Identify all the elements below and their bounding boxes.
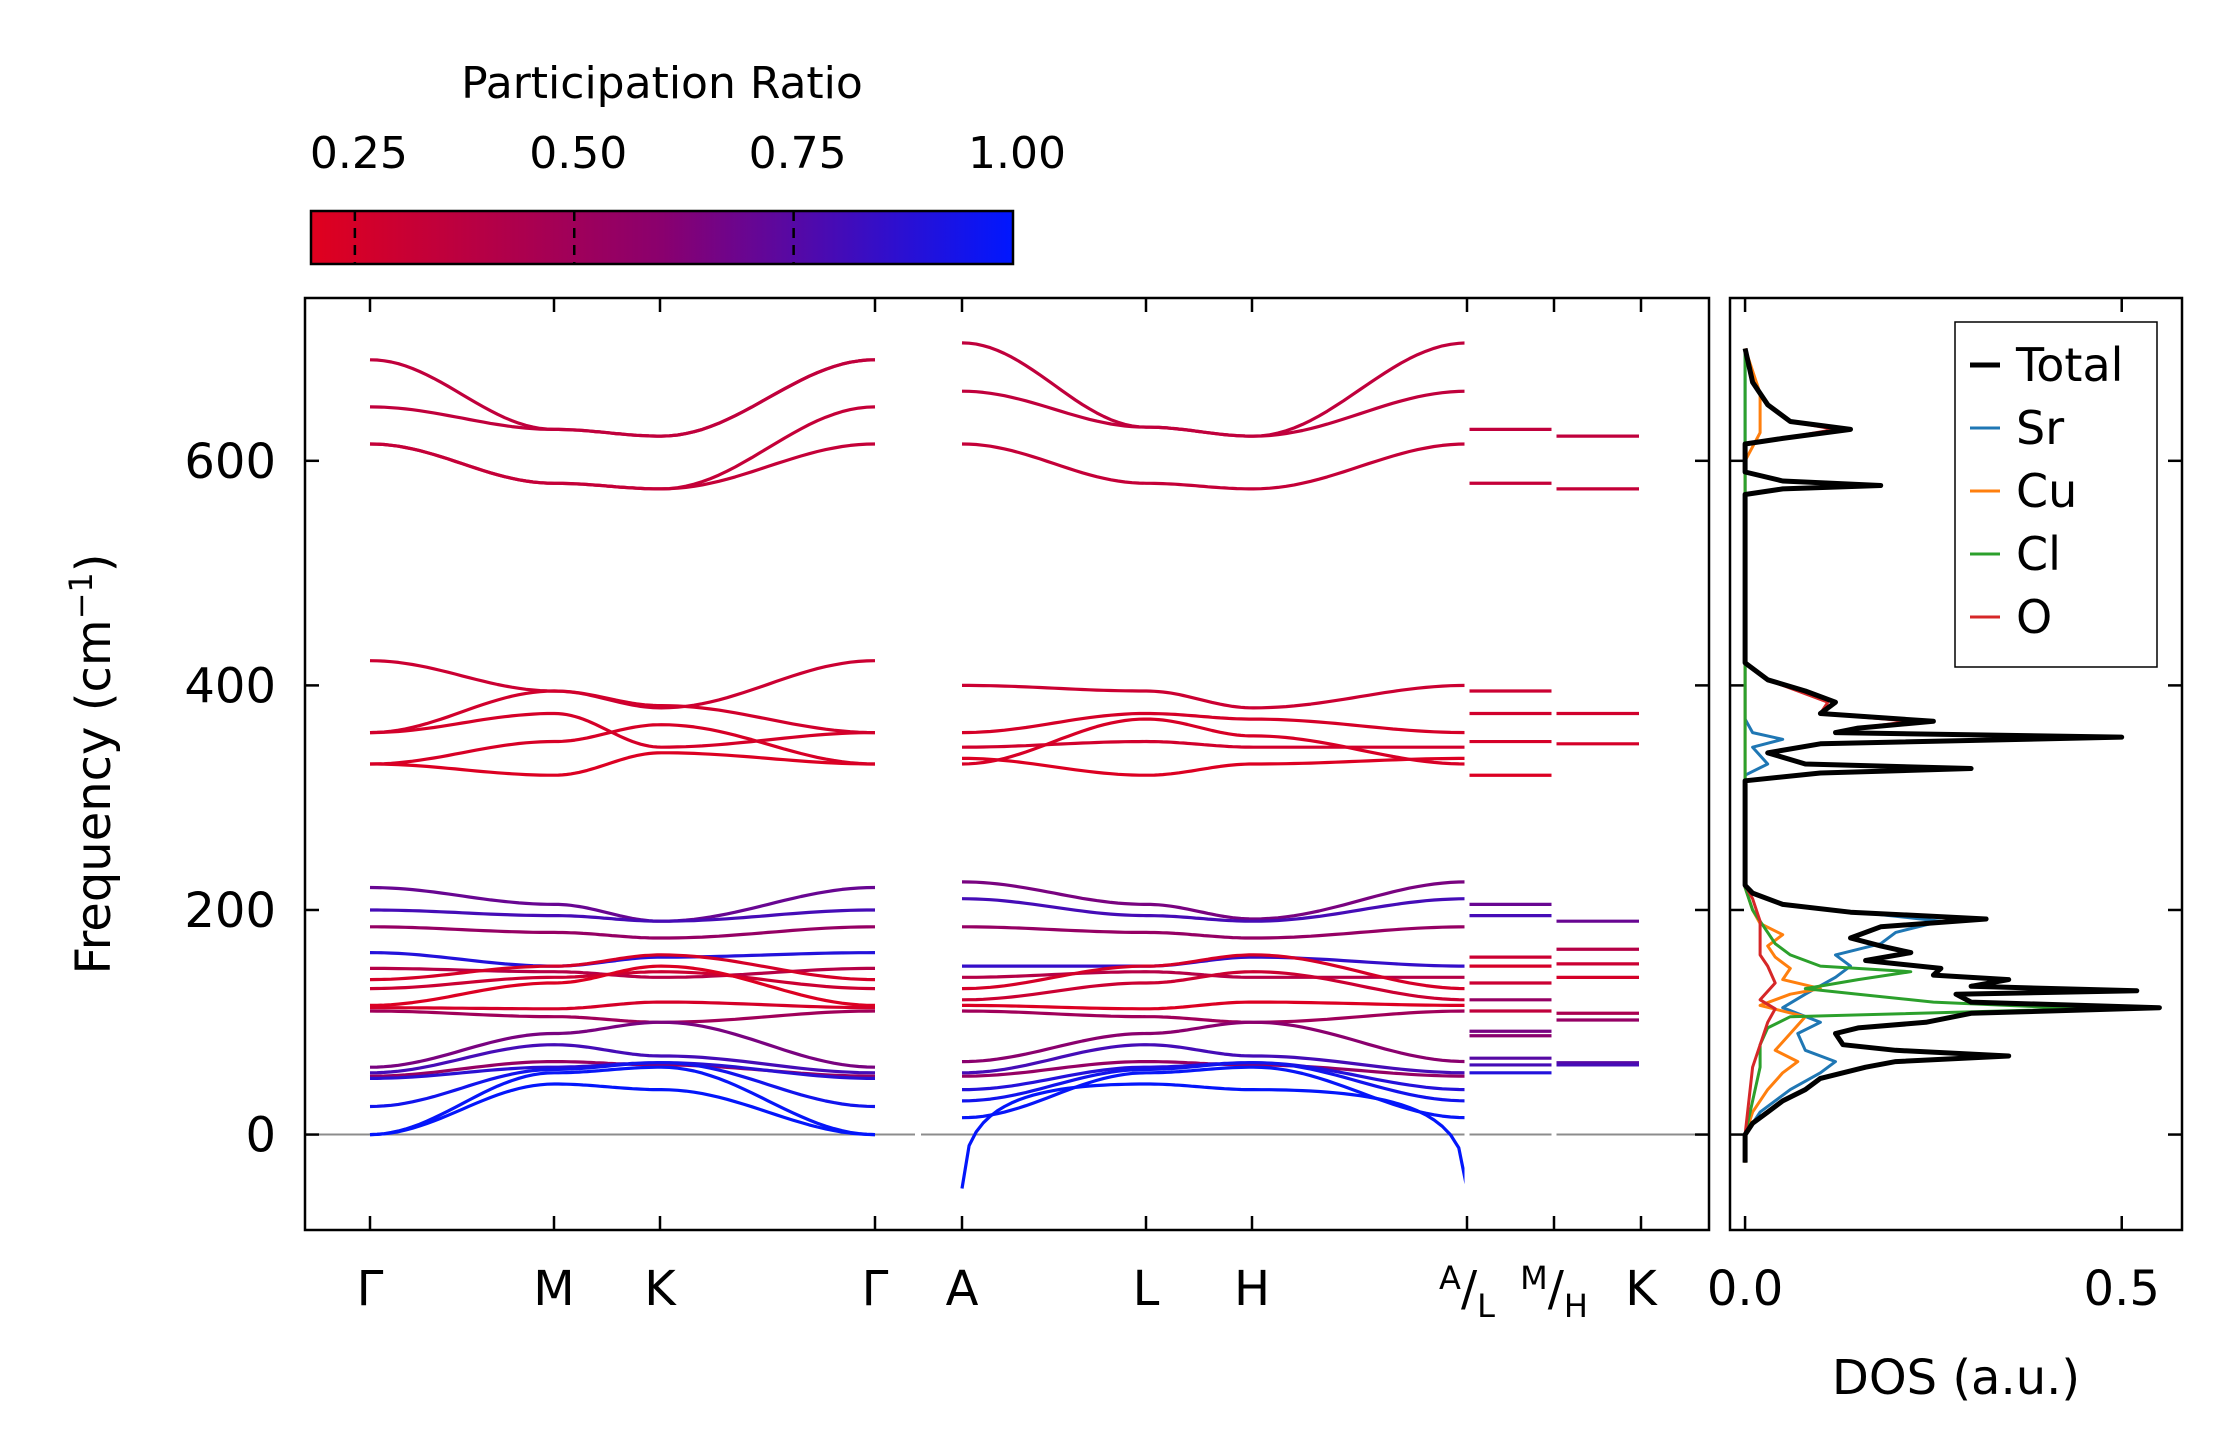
phonon-band xyxy=(369,1065,876,1137)
phonon-band xyxy=(370,908,875,923)
dos-lines xyxy=(1742,347,2162,1163)
colorbar: Participation Ratio 0.25 0.50 0.75 1.00 xyxy=(309,58,1066,266)
dos-panel: 0.0 0.5 DOS (a.u.) Total Sr Cu Cl O xyxy=(1707,296,2184,1406)
y-tick-label: 200 xyxy=(184,883,276,939)
kpoint-label: A/L xyxy=(1439,1259,1495,1325)
legend-label: O xyxy=(2016,590,2052,644)
dos-x-tick-label: 0.5 xyxy=(2084,1261,2160,1317)
dos-x-tick-label: 0.0 xyxy=(1707,1261,1783,1317)
colorbar-tick-label: 0.75 xyxy=(749,128,847,179)
kpoint-label: M/H xyxy=(1520,1259,1588,1325)
phonon-band xyxy=(369,689,876,735)
phonon-band xyxy=(961,1065,1468,1120)
phonon-band xyxy=(962,756,1467,777)
phonon-band xyxy=(961,953,1468,991)
colorbar-tick-label: 0.25 xyxy=(310,128,408,179)
phonon-band xyxy=(962,1000,1467,1011)
band-lines xyxy=(369,341,1639,1189)
colorbar-tick-label: 0.50 xyxy=(529,128,627,179)
x-axis-title: DOS (a.u.) xyxy=(1832,1350,2080,1406)
phonon-band xyxy=(961,970,1468,1002)
legend-label: Cl xyxy=(2016,527,2061,581)
phonon-band xyxy=(369,953,876,982)
y-axis-title: Frequency (cm−1) xyxy=(62,553,122,974)
phonon-band xyxy=(369,1043,876,1075)
kpoint-label: K xyxy=(644,1261,677,1317)
phonon-band xyxy=(369,885,876,923)
phonon-band xyxy=(961,1043,1468,1075)
phonon-band xyxy=(961,1009,1468,1024)
phonon-band xyxy=(369,1009,876,1024)
phonon-band xyxy=(370,925,876,940)
legend-label: Cu xyxy=(2016,464,2077,518)
segment-dividers xyxy=(915,298,1557,1230)
kpoint-label: Γ xyxy=(357,1261,384,1317)
dos-series-sr xyxy=(1743,348,1943,1163)
colorbar-gradient xyxy=(309,209,1015,266)
phonon-band xyxy=(369,1061,876,1109)
y-tick-label: 400 xyxy=(184,658,276,714)
phonon-band xyxy=(370,1000,876,1011)
legend-label: Sr xyxy=(2016,401,2064,455)
kpoint-label: A xyxy=(946,1261,979,1317)
dos-ticks: 0.0 0.5 xyxy=(1707,298,2160,1317)
dos-series-total xyxy=(1742,347,2162,1163)
y-tick-label: 0 xyxy=(245,1108,276,1164)
legend-label: Total xyxy=(2015,338,2123,392)
legend-frame xyxy=(1954,321,2158,668)
phonon-band xyxy=(369,964,876,1007)
colorbar-tick-label: 1.00 xyxy=(968,128,1066,179)
kpoint-ticks: Γ M K Γ A L H A/L M/H K xyxy=(357,298,1658,1325)
colorbar-ticks: 0.25 0.50 0.75 1.00 xyxy=(310,128,1066,264)
phonon-band xyxy=(369,405,876,491)
phonon-band xyxy=(960,1082,1469,1189)
dos-axes-frame xyxy=(1728,296,2184,1232)
kpoint-label: L xyxy=(1133,1261,1160,1317)
phonon-band xyxy=(369,723,876,766)
phonon-band xyxy=(962,683,1468,710)
dos-series-cl xyxy=(1743,348,2086,1163)
phonon-band xyxy=(961,389,1468,438)
phonon-band xyxy=(962,970,1467,979)
phonon-band xyxy=(369,1020,876,1069)
kpoint-label: K xyxy=(1625,1261,1658,1317)
phonon-band xyxy=(961,1020,1468,1064)
phonon-band xyxy=(369,711,875,749)
frequency-ticks: 0 200 400 600 xyxy=(184,434,2182,1164)
phonon-band xyxy=(961,897,1468,923)
phonon-band xyxy=(961,880,1468,921)
band-axes-frame xyxy=(303,296,1711,1232)
phonon-band xyxy=(961,1061,1468,1103)
band-structure-panel: 0 200 400 600 Γ M K Γ A L H A/L M/H K Frequency (cm−… xyxy=(62,296,2182,1325)
phonon-band xyxy=(961,717,1468,766)
kpoint-label: Γ xyxy=(862,1261,889,1317)
phonon-band xyxy=(961,739,1467,749)
phonon-band xyxy=(369,358,876,438)
phonon-band xyxy=(961,341,1468,438)
phonon-band xyxy=(369,442,876,491)
y-tick-label: 600 xyxy=(184,434,276,490)
kpoint-label: H xyxy=(1234,1261,1270,1317)
phonon-band xyxy=(961,442,1468,491)
legend: Total Sr Cu Cl O xyxy=(1954,321,2158,668)
phonon-band xyxy=(961,711,1468,735)
colorbar-title: Participation Ratio xyxy=(461,58,863,109)
phonon-band xyxy=(962,925,1468,940)
phonon-band xyxy=(369,1082,876,1137)
kpoint-label: M xyxy=(533,1261,574,1317)
phonon-band xyxy=(369,358,876,438)
phonon-band xyxy=(370,751,875,777)
